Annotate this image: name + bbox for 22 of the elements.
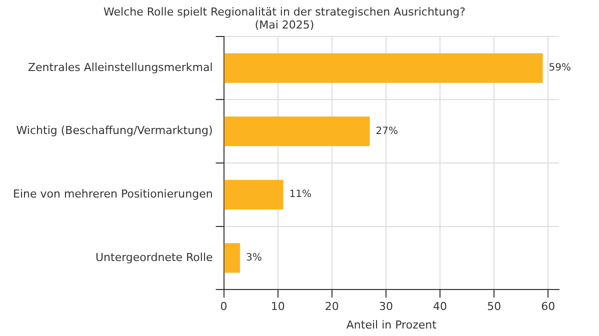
x-tick-label: 0 bbox=[220, 300, 228, 314]
y-tick-label: Wichtig (Beschaffung/Vermarktung) bbox=[16, 124, 213, 138]
bar bbox=[224, 243, 240, 273]
x-tick-label: 40 bbox=[433, 300, 448, 314]
data-label: 3% bbox=[246, 252, 262, 264]
bar bbox=[224, 53, 543, 83]
chart-subtitle: (Mai 2025) bbox=[254, 18, 314, 32]
y-tick-label: Untergeordnete Rolle bbox=[96, 250, 214, 264]
bar bbox=[224, 180, 284, 210]
x-tick-label: 60 bbox=[541, 300, 556, 314]
x-tick-label: 30 bbox=[379, 300, 393, 314]
x-axis-title: Anteil in Prozent bbox=[346, 318, 438, 332]
bar bbox=[224, 116, 370, 146]
chart-title: Welche Rolle spielt Regionalität in der strategischen Ausrichtung? bbox=[104, 5, 466, 18]
data-label: 11% bbox=[289, 189, 312, 200]
x-tick-label: 50 bbox=[487, 300, 502, 314]
data-label: 59% bbox=[548, 62, 572, 74]
data-label: 27% bbox=[376, 126, 398, 137]
y-tick-label: Eine von mehreren Positionierungen bbox=[13, 188, 213, 201]
y-tick-label: Zentrales Alleinstellungsmerkmal bbox=[28, 60, 213, 74]
x-tick-label: 20 bbox=[324, 300, 339, 314]
x-tick-label: 10 bbox=[270, 300, 285, 314]
